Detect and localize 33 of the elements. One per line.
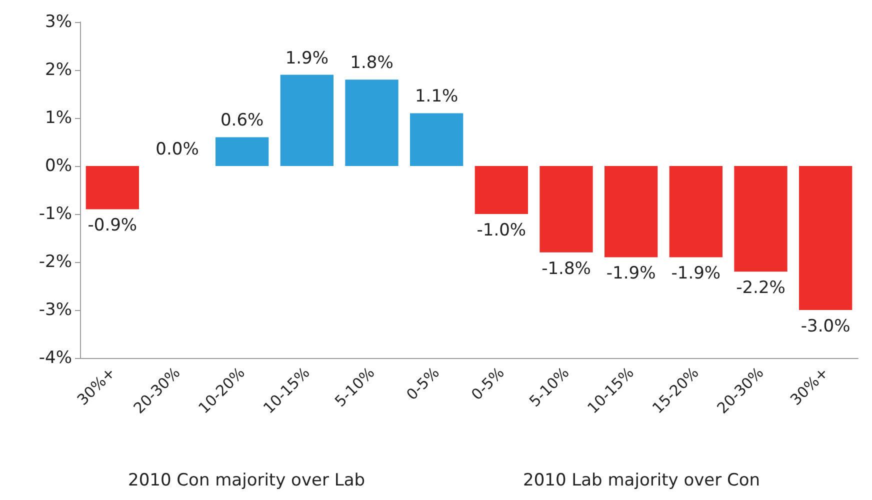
y-tick-label: -2%: [38, 252, 72, 272]
bar: [734, 166, 788, 272]
data-label: 1.8%: [350, 53, 394, 74]
data-label: -1.0%: [476, 220, 526, 240]
data-label: 1.9%: [285, 48, 329, 68]
text: 2010 Lab majority over Con: [523, 470, 760, 490]
bar: [474, 166, 528, 214]
y-tick-label: 0%: [45, 156, 72, 176]
y-tick-label: 3%: [45, 12, 72, 32]
y-tick-label: 1%: [45, 108, 72, 128]
data-label: -1.9%: [606, 264, 656, 284]
data-label: -3.0%: [800, 316, 850, 336]
bar: [216, 137, 269, 166]
bar: [540, 166, 593, 252]
text: 2010 Con majority over Lab: [128, 470, 366, 490]
data-label: -2.2%: [736, 278, 786, 298]
bar: [410, 113, 464, 166]
data-label: 1.1%: [414, 86, 458, 107]
y-tick-label: -4%: [38, 348, 72, 368]
bar: [799, 166, 852, 310]
data-label: 0.6%: [220, 110, 264, 131]
y-tick-label: -1%: [38, 204, 72, 224]
bar: [669, 166, 722, 258]
data-label: -0.9%: [88, 216, 138, 236]
bar: [280, 74, 334, 166]
data-label: 0.0%: [156, 140, 199, 160]
bar: [86, 166, 139, 210]
bar: [604, 166, 658, 258]
y-tick-label: -3%: [38, 300, 72, 320]
bar: [345, 80, 398, 166]
y-tick-label: 2%: [45, 60, 72, 80]
data-label: -1.8%: [542, 258, 591, 279]
data-label: -1.9%: [671, 264, 721, 284]
